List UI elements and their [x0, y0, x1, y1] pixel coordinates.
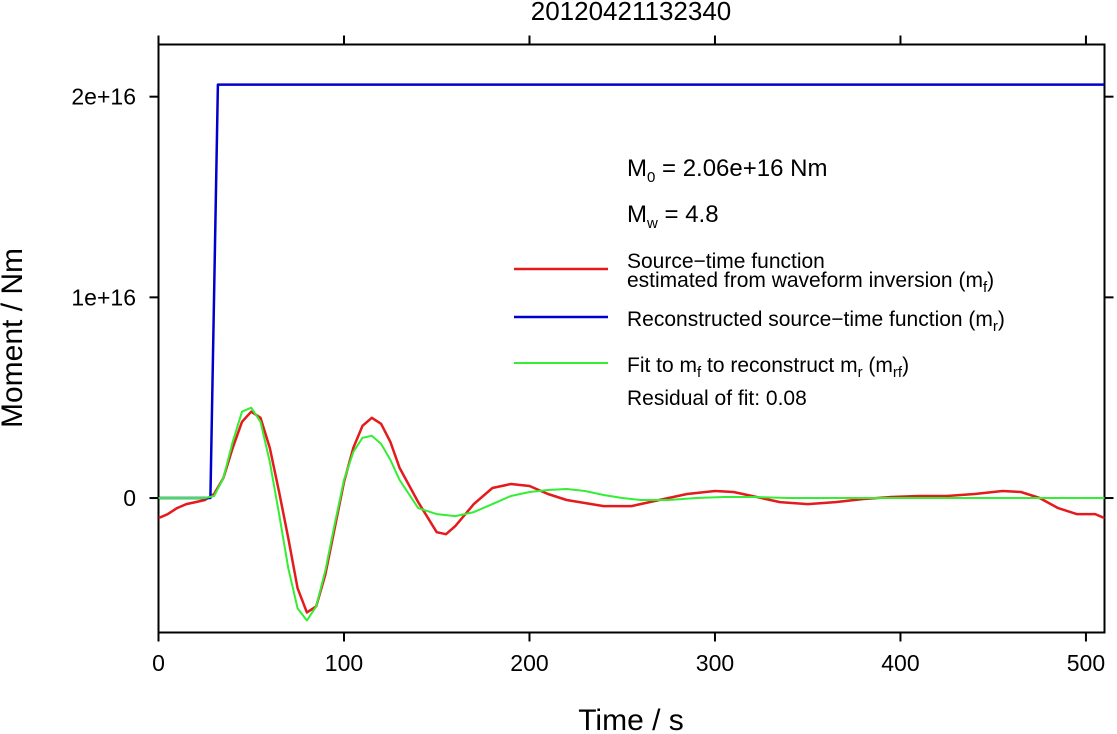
axis-ticks: 0 100 200 300 400 500 0 1e+16 2e+16 — [71, 35, 1114, 676]
seismic-moment-annotation: M0 = 2.06e+16 Nm — [627, 155, 827, 186]
x-tick-label: 500 — [1067, 650, 1105, 676]
x-tick-label: 300 — [696, 650, 734, 676]
x-tick-label: 200 — [510, 650, 548, 676]
x-tick-label: 100 — [325, 650, 363, 676]
residual-annotation: Residual of fit: 0.08 — [627, 387, 807, 410]
x-tick-label: 400 — [881, 650, 919, 676]
plot-frame — [157, 43, 1106, 634]
legend-label-red-line2: estimated from waveform inversion (mf) — [627, 269, 994, 296]
x-axis-label: Time / s — [578, 704, 684, 734]
legend-label-red-line1: Source−time function — [627, 250, 825, 273]
y-tick-label: 2e+16 — [71, 84, 136, 110]
legend: Source−time function estimated from wave… — [514, 250, 1005, 381]
x-tick-label: 0 — [152, 650, 165, 676]
y-tick-label: 0 — [123, 485, 136, 511]
series-line-red — [158, 410, 1105, 614]
chart-series — [158, 83, 1105, 622]
moment-magnitude-annotation: Mw = 4.8 — [627, 201, 719, 232]
series-line-green — [158, 406, 1105, 622]
legend-label-green: Fit to mf to reconstruct mr (mrf) — [627, 354, 909, 381]
y-axis-label: Moment / Nm — [0, 248, 29, 428]
y-tick-label: 1e+16 — [71, 284, 136, 310]
legend-label-blue: Reconstructed source−time function (mr) — [627, 308, 1005, 335]
chart-title: 20120421132340 — [531, 0, 732, 26]
annotations: M0 = 2.06e+16 Nm Mw = 4.8 Residual of fi… — [627, 155, 827, 410]
